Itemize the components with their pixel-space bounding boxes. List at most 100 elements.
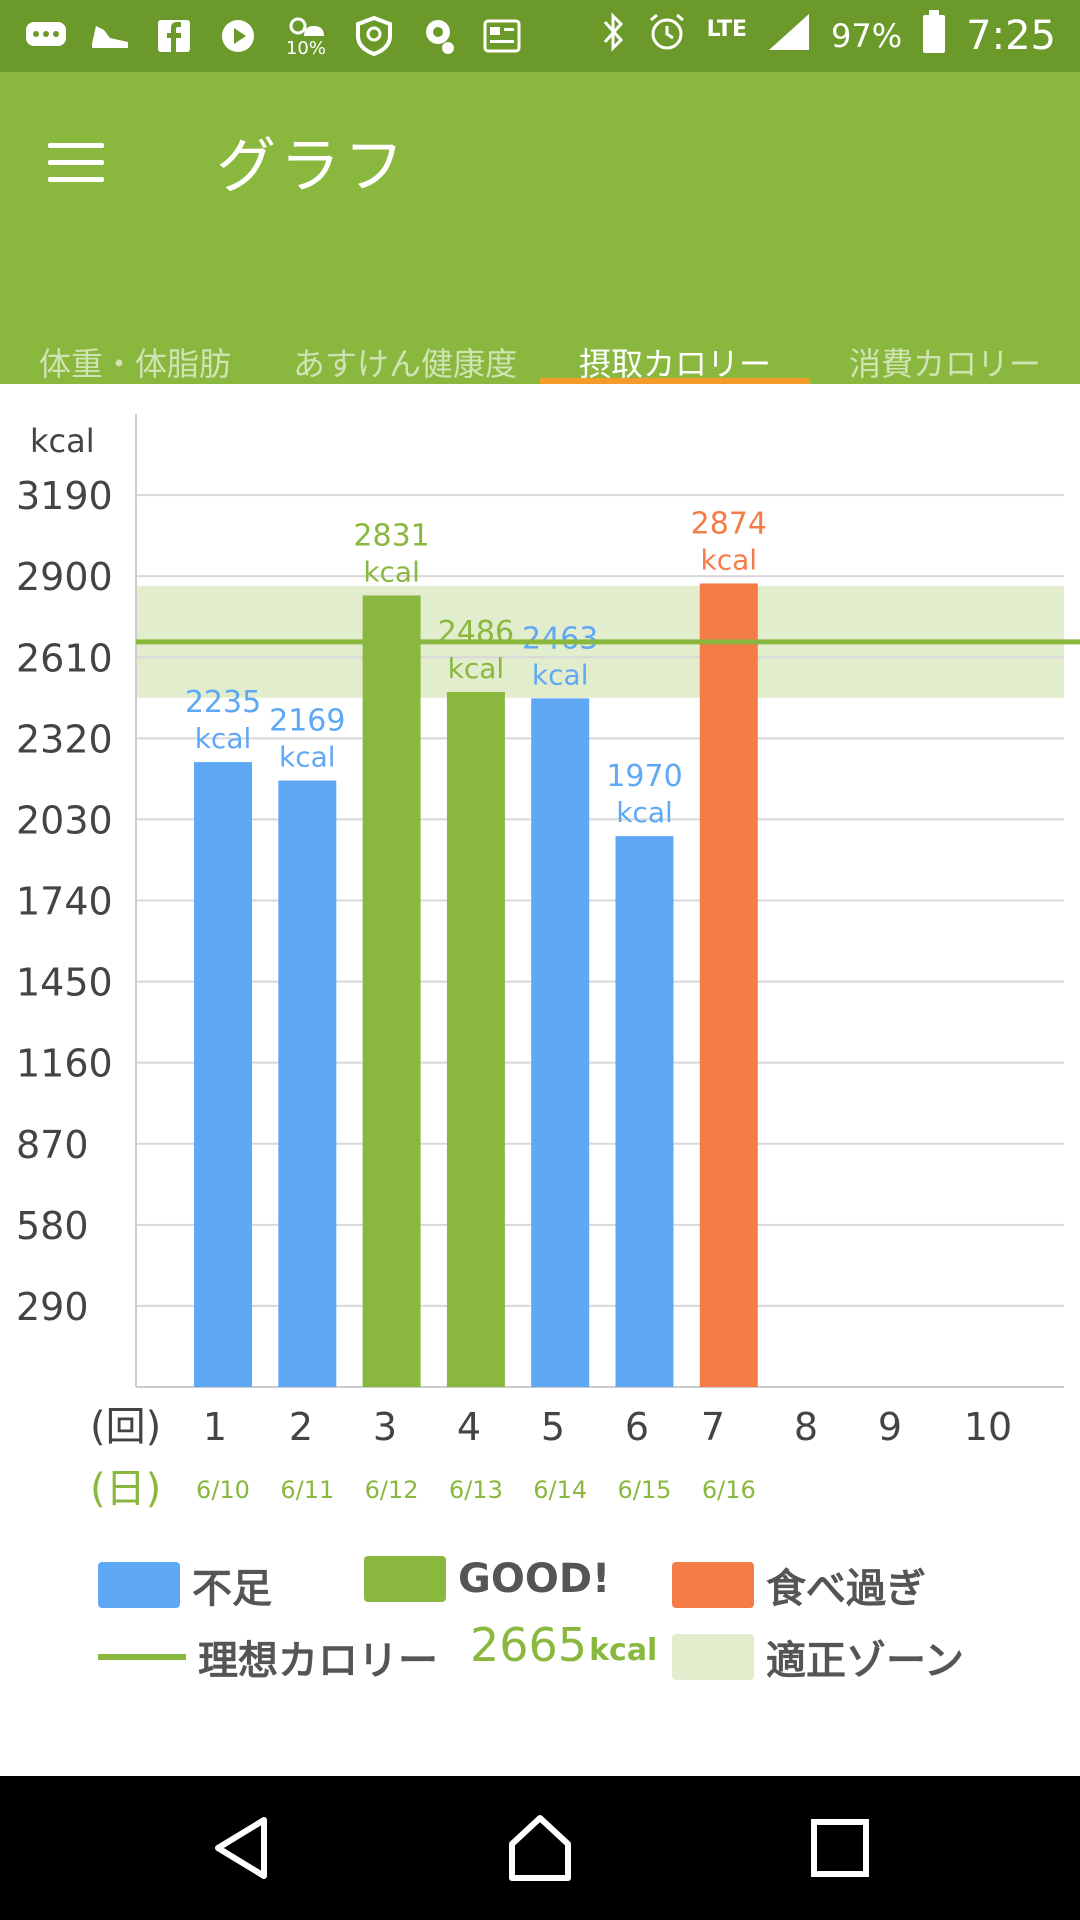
date-tick-label: 6/12 bbox=[365, 1476, 419, 1504]
x-tick-label: 4 bbox=[457, 1405, 481, 1449]
bar-2 bbox=[278, 780, 337, 1387]
battery-icon bbox=[922, 9, 946, 63]
date-tick-label: 6/10 bbox=[196, 1476, 250, 1504]
date-tick-label: 6/14 bbox=[533, 1476, 587, 1504]
y-tick-label: 2320 bbox=[16, 717, 113, 761]
legend-ideal-number: 2665 bbox=[470, 1618, 588, 1672]
y-tick-label: 1450 bbox=[16, 961, 113, 1005]
tab-intake-calories[interactable]: 摂取カロリー bbox=[540, 262, 810, 384]
legend-good-label: GOOD! bbox=[458, 1556, 611, 1602]
legend-good-swatch bbox=[364, 1556, 446, 1602]
bar-value-label: 1970 bbox=[606, 759, 682, 794]
hamburger-icon-line bbox=[48, 176, 104, 182]
x-tick-label: 8 bbox=[794, 1405, 818, 1449]
legend-ideal-label: 理想カロリー bbox=[198, 1638, 438, 1684]
active-tab-indicator bbox=[540, 378, 810, 384]
tab-label-line2: カロリー bbox=[643, 345, 772, 383]
bar-5 bbox=[531, 698, 590, 1387]
menu-button[interactable] bbox=[48, 132, 120, 192]
x-tick-label: 10 bbox=[964, 1405, 1012, 1449]
tab-weight-body-fat[interactable]: 体重・体脂肪 bbox=[0, 262, 270, 384]
play-icon bbox=[216, 14, 260, 58]
tab-bar: 体重・体脂肪 あすけん健康度 摂取カロリー 消費カロリー bbox=[0, 262, 1080, 384]
legend-short: 不足 bbox=[98, 1556, 272, 1614]
chart-legend: 不足 GOOD! 食べ過ぎ 理想カロリー 2665 kcal 適正ゾーン bbox=[0, 1540, 1080, 1740]
system-status: LTE 97% 7:25 bbox=[601, 9, 1056, 63]
back-button[interactable] bbox=[206, 1812, 278, 1884]
x-tick-label: 7 bbox=[701, 1405, 725, 1449]
y-tick-label: 290 bbox=[16, 1285, 89, 1329]
legend-ideal-line bbox=[98, 1654, 186, 1660]
y-tick-label: 2030 bbox=[16, 798, 113, 842]
headset-icon bbox=[416, 14, 460, 58]
legend-zone-label: 適正ゾーン bbox=[766, 1638, 964, 1684]
calorie-chart-area: 3190 2900 2610 2320 2030 1740 1450 1160 870 580 29… bbox=[0, 384, 1080, 1518]
legend-over: 食べ過ぎ bbox=[672, 1556, 926, 1614]
weather-icon: 10% bbox=[280, 14, 332, 58]
alarm-icon bbox=[647, 12, 687, 61]
tab-burned-calories[interactable]: 消費カロリー bbox=[810, 262, 1080, 384]
status-bar: 10% LTE 97% 7:25 bbox=[0, 0, 1080, 72]
shield-icon bbox=[352, 14, 396, 58]
hamburger-icon-line bbox=[48, 159, 104, 165]
hamburger-icon bbox=[48, 142, 104, 148]
legend-short-label: 不足 bbox=[192, 1566, 272, 1612]
home-button[interactable] bbox=[504, 1812, 576, 1884]
navigation-bar bbox=[0, 1776, 1080, 1920]
home-icon bbox=[509, 1815, 571, 1881]
tab-label-line1: あすけん bbox=[292, 345, 421, 383]
legend-ideal-value: 2665 kcal bbox=[470, 1618, 657, 1672]
legend-good: GOOD! bbox=[364, 1556, 610, 1602]
legend-zone: 適正ゾーン bbox=[672, 1628, 964, 1686]
bar-unit-label: kcal bbox=[616, 796, 673, 829]
recents-button[interactable] bbox=[804, 1812, 876, 1884]
bar-4 bbox=[446, 691, 505, 1387]
y-tick-label: 580 bbox=[16, 1204, 89, 1248]
back-icon bbox=[215, 1817, 267, 1879]
y-axis-unit: kcal bbox=[30, 422, 95, 460]
bar-unit-label: kcal bbox=[279, 741, 336, 774]
tab-label-line2: 健康度 bbox=[421, 345, 518, 383]
bar-value-label: 2874 bbox=[691, 506, 767, 541]
tab-label-line2: カロリー bbox=[913, 345, 1042, 383]
x-tick-label: 3 bbox=[373, 1405, 397, 1449]
bar-unit-label: kcal bbox=[532, 658, 589, 691]
legend-short-swatch bbox=[98, 1562, 180, 1608]
tab-label-line2: 体脂肪 bbox=[135, 345, 232, 383]
tab-label-line1: 体重・ bbox=[38, 345, 135, 383]
weather-percent: 10% bbox=[285, 38, 326, 59]
clock: 7:25 bbox=[966, 13, 1056, 59]
bar-value-label: 2831 bbox=[353, 518, 429, 553]
date-tick-label: 6/16 bbox=[702, 1476, 756, 1504]
shoe-icon bbox=[88, 14, 132, 58]
recents-icon bbox=[811, 1819, 869, 1877]
bar-6 bbox=[615, 836, 674, 1387]
bar-value-label: 2463 bbox=[522, 621, 598, 656]
chat-icon bbox=[24, 14, 68, 58]
bar-1 bbox=[194, 762, 252, 1387]
app-bar: グラフ 体重・体脂肪 あすけん健康度 摂取カロリー 消費カロリー bbox=[0, 72, 1080, 384]
y-tick-label: 1160 bbox=[16, 1042, 113, 1086]
bar-value-label: 2486 bbox=[438, 615, 514, 650]
bar-unit-label: kcal bbox=[701, 543, 758, 576]
legend-ideal-unit: kcal bbox=[589, 1632, 658, 1668]
facebook-icon bbox=[152, 14, 196, 58]
date-tick-label: 6/11 bbox=[280, 1476, 334, 1504]
legend-over-swatch bbox=[672, 1562, 754, 1608]
notification-icons: 10% bbox=[24, 14, 524, 58]
x-tick-label: 5 bbox=[541, 1405, 565, 1449]
bar-3 bbox=[362, 595, 421, 1387]
y-tick-label: 2900 bbox=[16, 555, 113, 599]
x-tick-label: 1 bbox=[203, 1405, 227, 1449]
bar-value-label: 2235 bbox=[185, 685, 261, 720]
battery-percent: 97% bbox=[831, 17, 903, 55]
legend-zone-swatch bbox=[672, 1634, 754, 1680]
bluetooth-icon bbox=[601, 11, 627, 61]
calorie-bar-chart: 3190290026102320203017401450116087058029… bbox=[16, 414, 1080, 1512]
bar-7 bbox=[699, 583, 758, 1387]
date-axis-label: (日) bbox=[90, 1466, 161, 1512]
tab-asken-health[interactable]: あすけん健康度 bbox=[270, 262, 540, 384]
x-tick-label: 2 bbox=[289, 1405, 313, 1449]
y-tick-label: 3190 bbox=[16, 474, 113, 518]
y-tick-label: 1740 bbox=[16, 880, 113, 924]
